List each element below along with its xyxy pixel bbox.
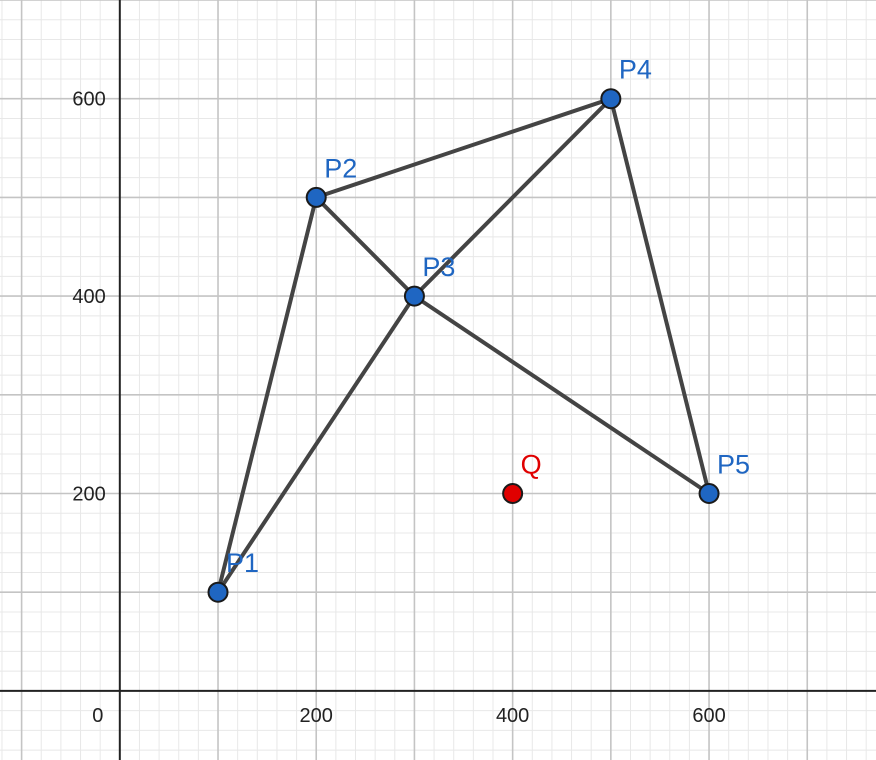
edge-p4-p5 [608,96,712,496]
x-tick-label-200: 200 [300,705,333,727]
y-tick-label-200: 200 [72,484,105,506]
y-tick-label-400: 400 [72,286,105,308]
point-label-p2: P2 [324,153,357,183]
point-q [502,483,524,505]
point-p3 [403,285,425,307]
x-tick-label-600: 600 [692,705,725,727]
point-label-q: Q [521,450,542,480]
point-label-p1: P1 [226,548,259,578]
edge-p3-p4 [412,96,613,299]
edge-p1-p2 [216,195,319,595]
edge-p2-p4 [314,96,613,200]
point-p1 [207,581,229,603]
point-label-p3: P3 [422,252,455,282]
x-tick-label-400: 400 [496,705,529,727]
point-p5 [698,483,720,505]
point-label-p5: P5 [717,450,750,480]
point-p2 [305,186,327,208]
tick-labels: 0 200 400 600 200 400 600 [72,89,725,727]
point-p4 [600,88,622,110]
point-label-p4: P4 [619,55,652,85]
edges [216,96,712,595]
point-labels: P1 P2 P3 P4 P5 Q [226,55,750,579]
points [207,88,720,603]
x-tick-label-0: 0 [92,705,103,727]
edge-p1-p3 [216,294,417,595]
y-tick-label-600: 600 [72,89,105,111]
edge-p3-p5 [412,294,712,496]
edge-p2-p3 [314,195,417,299]
